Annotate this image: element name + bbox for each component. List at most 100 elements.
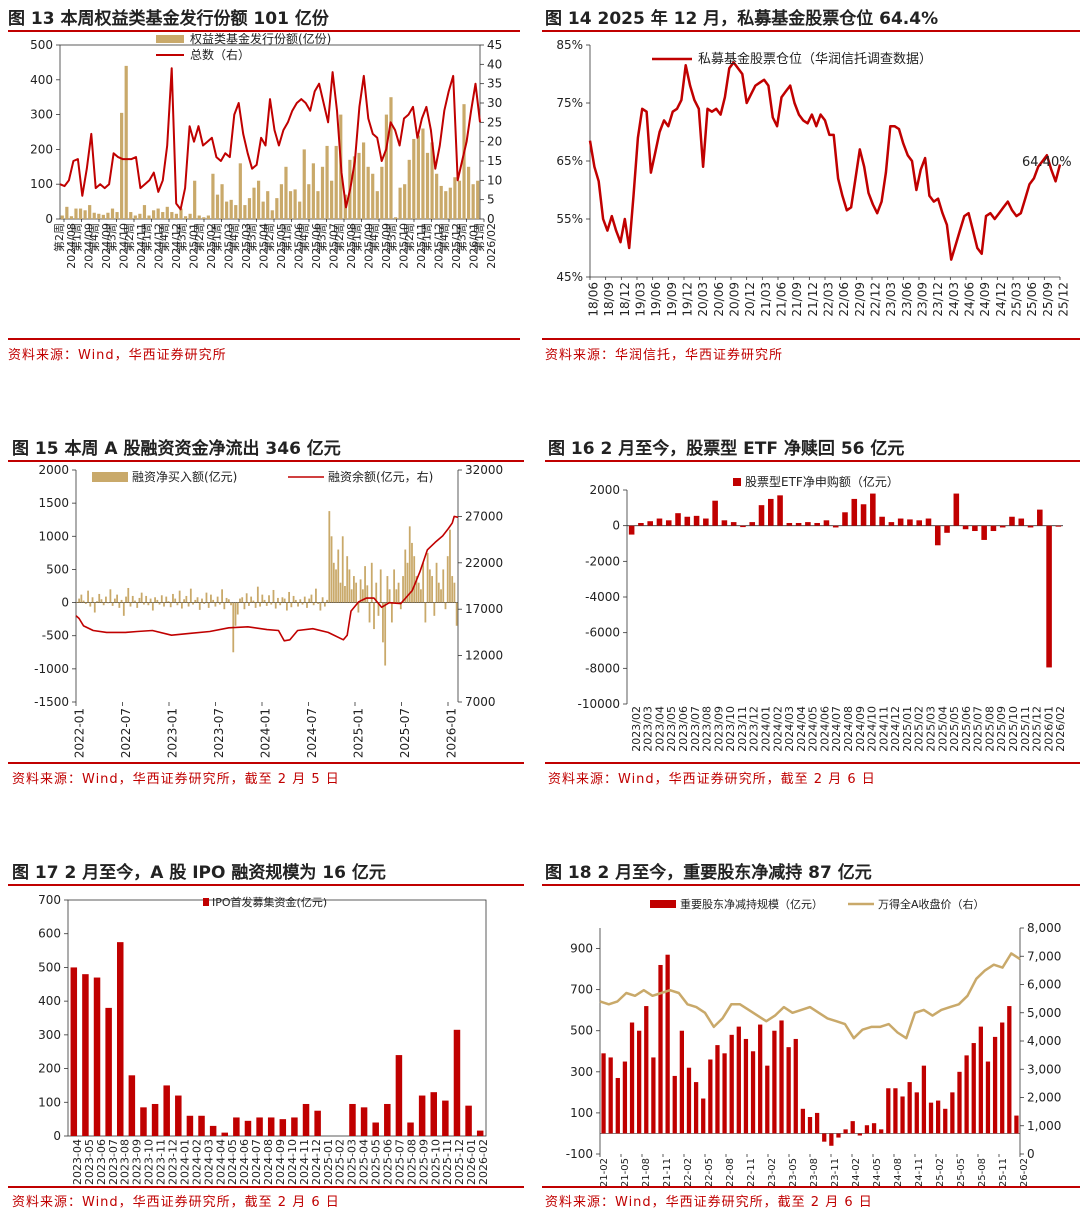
- c17-legend-swatch: [203, 898, 209, 906]
- chart18-title: 图 18 2 月至今，重要股东净减持 87 亿元: [545, 863, 872, 883]
- c16-x-tick-label: 2023/07: [689, 706, 702, 752]
- c13-x-tick-date: 2025/12: [450, 223, 463, 269]
- c16-bar: [647, 521, 653, 526]
- c18-bar: [900, 1096, 905, 1134]
- c18-bar: [1014, 1115, 1019, 1134]
- c18-legend-bar-swatch: [650, 900, 676, 908]
- c15-flow-bar: [176, 602, 179, 606]
- chart15-source: 资料来源：Wind，华西证券研究所，截至 2 月 5 日: [12, 772, 340, 787]
- c15-x-tick-label: 2023-01: [166, 708, 180, 758]
- c17-x-tick-label: 2024-09: [274, 1139, 287, 1185]
- c13-bar: [256, 180, 261, 219]
- c16-x-tick-label: 2024/04: [795, 706, 808, 752]
- c13-legend-bar-swatch: [156, 35, 184, 43]
- c17-x-tick-label: 2024-12: [310, 1139, 323, 1185]
- c17-x-tick-label: 2025-01: [322, 1139, 335, 1185]
- c15-flow-bar: [203, 602, 206, 604]
- c15-flow-bar: [323, 602, 326, 607]
- c18-bar: [779, 1020, 784, 1134]
- c15-flow-bar: [154, 597, 156, 603]
- c15-flow-bar: [212, 599, 215, 603]
- c15-flow-bar: [297, 602, 299, 607]
- c15-flow-bar: [433, 602, 436, 616]
- c16-bar: [944, 525, 950, 533]
- c15-flow-bar: [127, 587, 130, 603]
- c17-x-tick-label: 2023-07: [107, 1139, 120, 1185]
- c16-bar: [916, 520, 922, 526]
- c13-bar: [466, 166, 471, 219]
- c15-flow-bar: [172, 593, 174, 603]
- c15-flow-bar: [120, 599, 123, 603]
- c15-flow-bar: [453, 582, 456, 603]
- c17-x-tick-label: 2025-06: [381, 1139, 394, 1185]
- chart18-bottom-rule: [542, 1186, 1080, 1188]
- c13-bar: [215, 194, 220, 219]
- c13-bar: [92, 212, 96, 219]
- c13-x-tick-week: 第2周: [122, 223, 136, 252]
- c15-flow-bar: [312, 602, 315, 606]
- c18-bar: [765, 1065, 770, 1134]
- c15-flow-bar: [310, 594, 313, 603]
- c17-bar: [453, 1029, 461, 1136]
- c18-left-tick-label: 900: [570, 942, 593, 956]
- c13-bar: [142, 205, 147, 219]
- c15-flow-bar: [393, 569, 396, 603]
- c18-bar: [708, 1059, 713, 1134]
- c15-flow-bar: [134, 600, 136, 603]
- c16-left-tick-label: 2000: [589, 483, 620, 497]
- c17-bar: [198, 1115, 205, 1136]
- c16-bar: [851, 498, 858, 526]
- c18-x-tick-label: 2023-05: [788, 1158, 799, 1186]
- chart15-bottom-rule: [8, 762, 524, 764]
- c15-flow-bar: [283, 598, 286, 603]
- c16-bar: [870, 493, 876, 526]
- c18-x-tick-label: 2024-11: [914, 1158, 925, 1186]
- c15-legend-bar-label: 融资净买入额(亿元): [132, 469, 237, 484]
- c18-bar: [729, 1034, 734, 1134]
- c17-x-tick-label: 2024-06: [238, 1139, 251, 1185]
- c17-bar: [465, 1105, 472, 1136]
- c14-x-tick-label: 25/06: [1025, 282, 1039, 317]
- c16-x-tick-label: 2025/03: [924, 706, 937, 752]
- c16-x-tick-label: 2025/07: [972, 706, 985, 752]
- c16-x-tick-label: 2023/08: [701, 706, 714, 752]
- c16-x-tick-label: 2024/09: [854, 706, 867, 752]
- c17-x-tick-label: 2024-08: [262, 1139, 275, 1185]
- c15-flow-bar: [165, 596, 168, 603]
- chart15-svg: -1500 -1000 -500 0 500 1000 1500 2000 7000 12000 1…: [34, 463, 503, 758]
- c15-flow-bar: [361, 589, 364, 603]
- c16-bar: [730, 522, 737, 526]
- c16-bar: [934, 525, 941, 546]
- c16-x-tick-label: 2025/02: [913, 706, 926, 752]
- c17-bar: [279, 1119, 287, 1136]
- c15-x-tick-label: 2022-07: [119, 708, 133, 758]
- c15-flow-bar: [189, 588, 192, 603]
- c18-x-tick-label: 2022-05: [704, 1158, 715, 1186]
- c13-bar: [375, 191, 379, 219]
- c15-flow-bar: [138, 597, 141, 603]
- c16-bar: [823, 520, 830, 526]
- c17-bar: [140, 1107, 147, 1136]
- c17-bar: [175, 1095, 182, 1136]
- c18-bar: [928, 1102, 934, 1134]
- chart17-title: 图 17 2 月至今，A 股 IPO 融资规模为 16 亿元: [12, 863, 386, 883]
- c15-flow-bar: [263, 599, 266, 603]
- c16-left-tick-label: -8000: [585, 661, 620, 675]
- c13-right-tick-label: 25: [487, 115, 502, 129]
- c13-left-tick-label: 500: [30, 38, 53, 52]
- c15-flow-bar: [442, 569, 445, 603]
- c16-bar: [1055, 525, 1062, 527]
- c18-bar: [701, 1098, 706, 1134]
- c15-flow-bar: [198, 602, 201, 610]
- c13-bar: [151, 210, 156, 219]
- c18-bar: [786, 1047, 791, 1134]
- chart18-top-rule: [542, 884, 1080, 886]
- c13-bar: [403, 184, 407, 219]
- chart14-bottom-rule: [542, 338, 1080, 340]
- c14-left-tick-label: 75%: [556, 96, 583, 110]
- c14-x-tick-label: 19/03: [634, 282, 648, 317]
- c15-flow-bar: [78, 598, 81, 603]
- chart17-svg: 0 100 200 300 400 500 600 700 IPO首发募集资金(亿元) 2023-…: [38, 893, 490, 1185]
- chart13-title: 图 13 本周权益类基金发行份额 101 亿份: [8, 9, 329, 29]
- c13-x-tick-week: 第4周: [297, 223, 311, 252]
